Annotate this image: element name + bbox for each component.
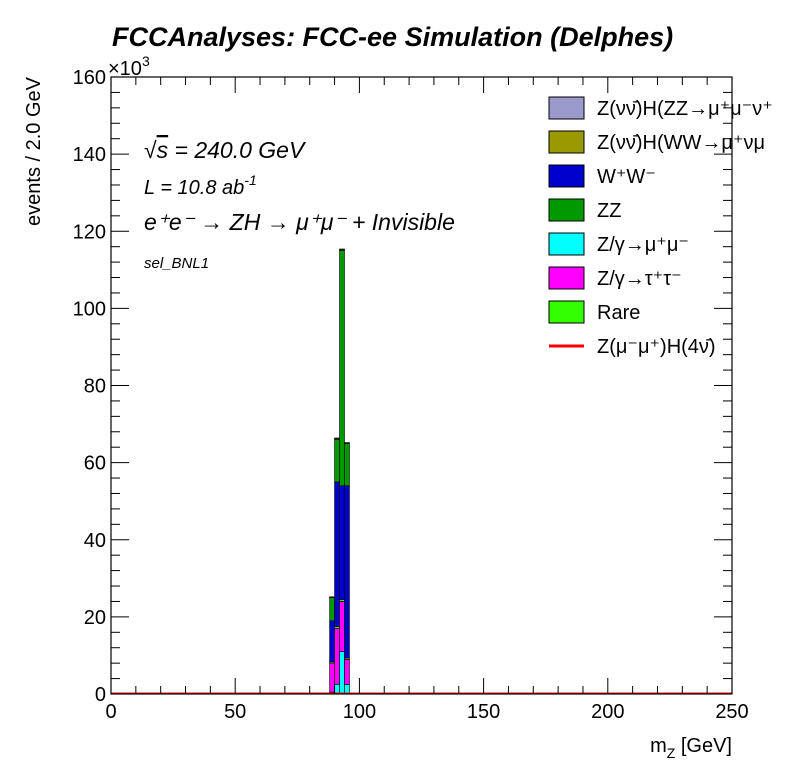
y-tick-label: 160: [73, 67, 106, 89]
bar-4-bin-1: [334, 439, 340, 483]
legend-label: Z(νν̄)H(WW→μ⁺νμ: [597, 132, 765, 154]
legend-label: W⁺W⁻: [597, 166, 656, 188]
x-axis-label: mZ [GeV]: [650, 735, 732, 761]
bar-4-bin-2: [339, 250, 345, 487]
x-ticks: 0 50 100 150 200 250: [105, 77, 749, 723]
process-annotation: e⁺e⁻ → ZH → μ⁺μ⁻ + Invisible: [144, 209, 455, 235]
bar-3-bin-0: [329, 620, 335, 663]
y-tick-label: 100: [73, 298, 106, 320]
legend-swatch: [548, 232, 585, 256]
bar-4-bin-3: [344, 443, 350, 487]
x-axis-label-unit: [GeV]: [675, 735, 732, 757]
bar-1-bin-1: [334, 628, 340, 685]
sqrt-symbol: √: [144, 137, 157, 163]
x-axis-label-main: m: [650, 735, 667, 757]
bar-3-bin-3: [344, 485, 350, 659]
sqrt-s-annotation: √s = 240.0 GeV: [144, 137, 307, 163]
bar-0-bin-2: [339, 651, 345, 695]
legend-swatch: [548, 164, 585, 188]
legend-label: Z(νν̄)H(ZZ→μ⁺μ⁻ν⁺: [597, 98, 773, 120]
legend-swatch: [548, 130, 585, 154]
legend-swatch: [548, 96, 585, 120]
histogram-bars: [329, 248, 350, 695]
legend-label: Z(μ⁻μ⁺)H(4ν̄): [597, 336, 716, 358]
selection-annotation: sel_BNL1: [144, 255, 209, 272]
bar-1-bin-0: [329, 662, 335, 693]
x-tick-label: 100: [343, 701, 376, 723]
legend: Z(νν̄)H(ZZ→μ⁺μ⁻ν⁺ Z(νν̄)H(WW→μ⁺νμ W⁺W⁻ ZZ Z/…: [548, 96, 773, 358]
lumi-annotation: L = 10.8 ab-1: [144, 172, 257, 199]
y-tick-label: 20: [84, 607, 106, 629]
sqrt-s-value: = 240.0 GeV: [175, 137, 307, 163]
legend-label: Rare: [597, 302, 640, 324]
legend-label: Z/γ→τ⁺τ⁻: [597, 268, 682, 290]
y-tick-label: 140: [73, 144, 106, 166]
y-multiplier-base: ×10: [108, 58, 142, 80]
bar-6-bin-2: [339, 248, 345, 251]
x-tick-label: 250: [715, 701, 748, 723]
bar-3-bin-1: [334, 481, 340, 627]
x-axis-label-sub: Z: [667, 745, 676, 761]
y-tick-label: 80: [84, 376, 106, 398]
x-tick-label: 200: [591, 701, 624, 723]
plot-area: 0 50 100 150 200 250 0 20 40 60 80 100 120 140 160: [73, 67, 749, 723]
y-tick-label: 40: [84, 530, 106, 552]
y-tick-label: 0: [95, 684, 106, 706]
sqrt-s-var: s: [157, 137, 169, 163]
y-ticks: 0 20 40 60 80 100 120 140 160: [73, 67, 732, 706]
legend-label: Z/γ→μ⁺μ⁻: [597, 234, 689, 256]
legend-swatch: [548, 266, 585, 290]
chart-title: FCCAnalyses: FCC-ee Simulation (Delphes): [112, 22, 673, 52]
lumi-exp: -1: [244, 172, 256, 188]
y-axis-label: events / 2.0 GeV: [23, 76, 45, 226]
y-multiplier-exp: 3: [142, 53, 150, 69]
bar-1-bin-2: [339, 601, 345, 652]
legend-label: ZZ: [597, 200, 621, 222]
legend-swatch: [548, 198, 585, 222]
bar-3-bin-2: [339, 485, 345, 600]
lumi-main: L = 10.8 ab: [144, 177, 244, 199]
bar-6-bin-1: [334, 437, 340, 440]
bar-4-bin-0: [329, 597, 335, 622]
y-tick-label: 120: [73, 221, 106, 243]
y-tick-label: 60: [84, 453, 106, 475]
bar-1-bin-3: [344, 658, 350, 685]
x-tick-label: 0: [105, 701, 116, 723]
y-multiplier: ×103: [108, 53, 150, 80]
x-tick-label: 50: [224, 701, 246, 723]
legend-swatch: [548, 300, 585, 324]
x-tick-label: 150: [467, 701, 500, 723]
